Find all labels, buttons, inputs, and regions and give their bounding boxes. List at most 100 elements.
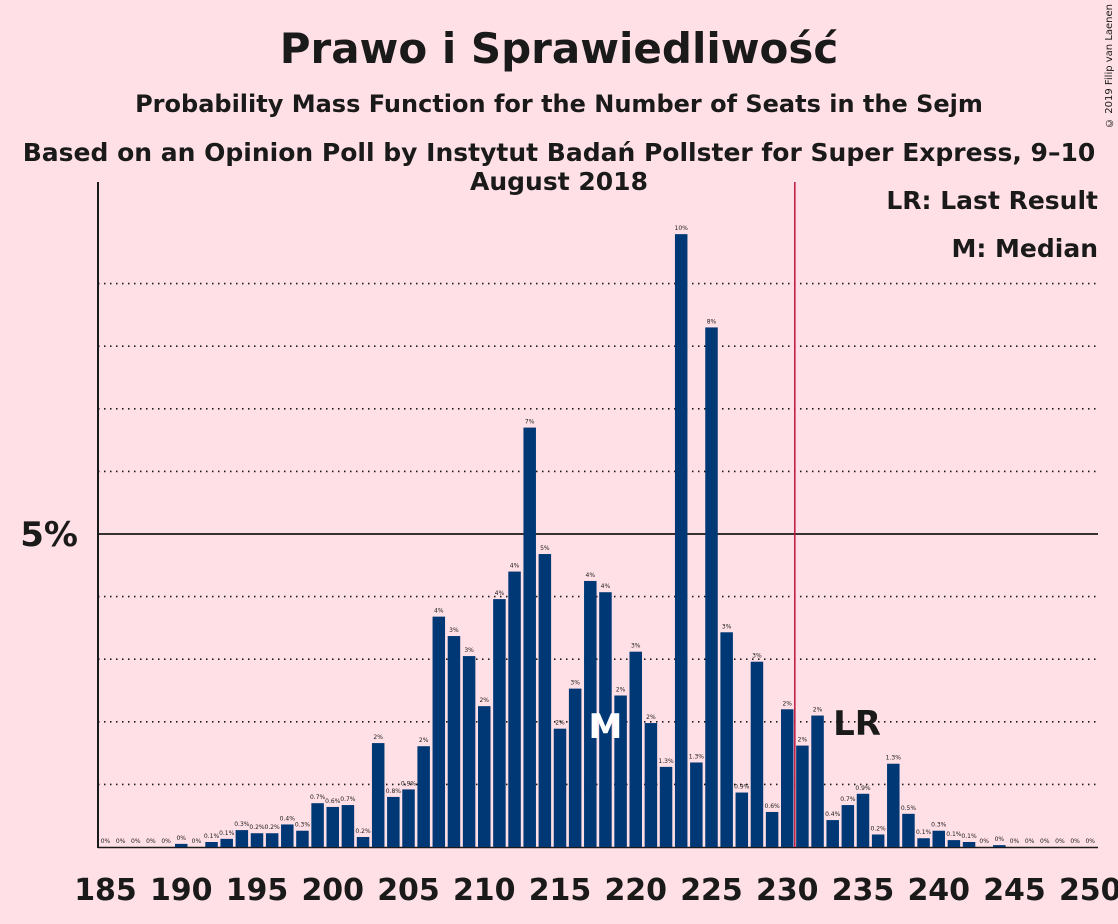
bar-seat-217	[584, 580, 597, 847]
bar-seat-208	[447, 636, 461, 847]
bar-label-244: 0%	[995, 836, 1005, 843]
bar-label-233: 0.4%	[825, 811, 841, 818]
bar-seat-231	[796, 745, 809, 847]
bar-label-204: 0.8%	[386, 788, 402, 795]
bar-label-250: 0%	[1085, 838, 1095, 845]
bar-seat-227	[735, 792, 749, 847]
bar-label-241: 0.1%	[946, 831, 962, 838]
bar-seat-213	[523, 427, 536, 847]
bar-label-242: 0.1%	[961, 833, 977, 840]
bar-label-190: 0%	[176, 835, 186, 842]
bar-label-216: 3%	[570, 680, 580, 687]
bar-label-224: 1.3%	[689, 753, 705, 760]
bar-label-231: 2%	[798, 737, 808, 744]
x-tick-label: 185	[74, 873, 137, 908]
bar-label-203: 2%	[373, 734, 383, 741]
legend-median: M: Median	[951, 234, 1098, 263]
bar-seat-230	[781, 709, 794, 847]
bar-seat-198	[296, 830, 309, 847]
bar-seat-216	[568, 688, 582, 847]
bar-label-230: 2%	[782, 700, 792, 707]
bar-label-235: 0.9%	[855, 785, 871, 792]
bar-seat-228	[750, 661, 764, 847]
bar-seat-242	[962, 841, 976, 847]
bar-seat-206	[417, 746, 430, 847]
bar-label-247: 0%	[1040, 838, 1050, 845]
bar-label-220: 3%	[631, 643, 641, 650]
bar-label-221: 2%	[646, 714, 656, 721]
bar-seat-195	[250, 833, 264, 847]
bar-label-218: 4%	[601, 583, 611, 590]
legend-last-result: LR: Last Result	[886, 186, 1098, 215]
last-result-marker: LR	[833, 704, 881, 744]
bar-label-248: 0%	[1055, 838, 1065, 845]
bar-seat-238	[902, 813, 915, 847]
bar-label-225: 8%	[707, 318, 717, 325]
x-tick-label: 235	[832, 873, 895, 908]
bar-seat-218	[599, 592, 612, 847]
bar-seat-240	[932, 830, 945, 847]
bar-seat-241	[947, 840, 961, 847]
bar-label-193: 0.1%	[219, 830, 235, 837]
bar-label-211: 4%	[495, 590, 505, 597]
bar-seat-220	[629, 651, 642, 847]
bar-seat-193	[220, 838, 233, 847]
bar-label-209: 3%	[464, 647, 474, 654]
bar-label-197: 0.4%	[280, 815, 296, 822]
bar-label-200: 0.6%	[325, 798, 341, 805]
bar-seat-199	[311, 803, 324, 847]
x-tick-label: 225	[680, 873, 743, 908]
bar-label-188: 0%	[146, 838, 156, 845]
x-tick-label: 230	[756, 873, 819, 908]
chart-title: Prawo i Sprawiedliwość	[279, 24, 839, 73]
bar-label-228: 3%	[752, 653, 762, 660]
bar-label-208: 3%	[449, 627, 459, 634]
bar-label-236: 0.2%	[871, 825, 887, 832]
bar-seat-196	[265, 833, 279, 847]
bar-seat-223	[674, 234, 688, 847]
bar-label-205: 0.9%	[401, 780, 417, 787]
x-tick-label: 190	[150, 873, 213, 908]
bar-label-187: 0%	[131, 838, 141, 845]
bar-seat-194	[235, 830, 249, 847]
bar-seat-209	[462, 656, 476, 847]
x-tick-label: 210	[453, 873, 516, 908]
bar-label-249: 0%	[1070, 838, 1080, 845]
bar-label-239: 0.1%	[916, 829, 932, 836]
bar-seat-215	[553, 728, 567, 847]
bar-label-212: 4%	[510, 563, 520, 570]
bar-seat-190	[175, 843, 188, 847]
y-tick-label: 5%	[20, 515, 78, 555]
bar-label-234: 0.7%	[840, 796, 856, 803]
bar-label-219: 2%	[616, 687, 626, 694]
bar-label-194: 0.3%	[234, 821, 250, 828]
bar-seat-214	[538, 554, 552, 847]
bar-label-199: 0.7%	[310, 794, 326, 801]
bar-seat-202	[356, 836, 370, 847]
bar-label-185: 0%	[101, 838, 111, 845]
bar-seat-219	[614, 695, 627, 847]
bar-seat-225	[705, 327, 718, 847]
x-tick-label: 195	[226, 873, 289, 908]
bar-label-201: 0.7%	[340, 796, 356, 803]
bar-label-223: 10%	[675, 225, 689, 232]
bar-seat-222	[659, 766, 673, 847]
bar-label-207: 4%	[434, 608, 444, 615]
bar-label-217: 4%	[586, 572, 596, 579]
x-tick-label: 200	[301, 873, 364, 908]
chart-source: Based on an Opinion Poll by Instytut Bad…	[22, 138, 1096, 196]
bar-label-192: 0.1%	[204, 833, 220, 840]
bar-label-206: 2%	[419, 737, 429, 744]
bar-seat-236	[871, 834, 885, 847]
bar-label-238: 0.5%	[901, 805, 917, 812]
bar-label-213: 7%	[525, 419, 535, 426]
bar-seat-203	[371, 743, 385, 847]
bar-seat-234	[841, 805, 855, 847]
bar-label-214: 5%	[540, 545, 550, 552]
x-tick-label: 220	[604, 873, 667, 908]
bar-seat-226	[720, 632, 733, 847]
bar-label-198: 0.3%	[295, 822, 311, 829]
bar-label-237: 1.3%	[886, 755, 902, 762]
bar-seat-201	[341, 805, 355, 847]
